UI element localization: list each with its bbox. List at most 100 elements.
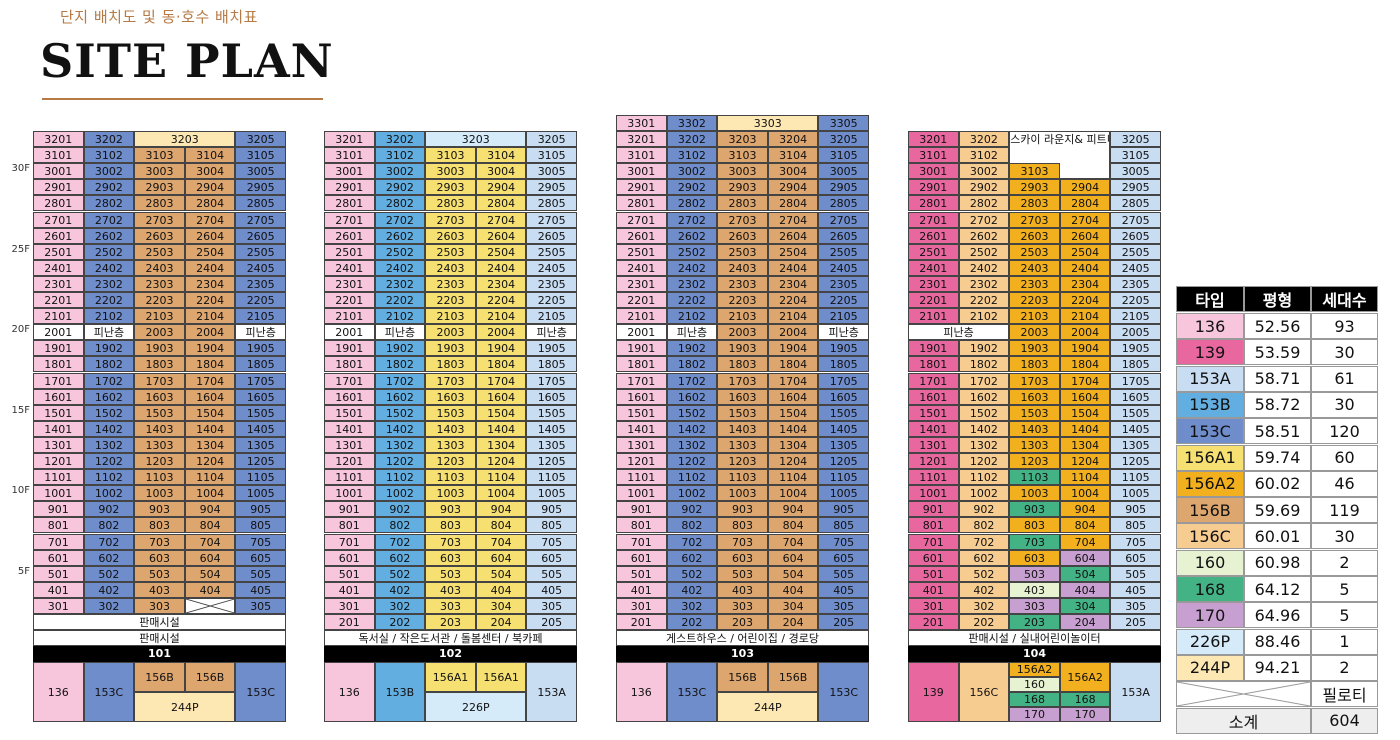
legend-row: 156A2 60.02 46 — [1176, 470, 1378, 497]
unit-cell: 1201 — [324, 453, 375, 469]
unit-cell: 2901 — [33, 179, 84, 196]
unit-cell: 3205 — [818, 131, 869, 147]
unit-cell: 2603 — [1009, 227, 1060, 244]
unit-cell: 402 — [83, 581, 135, 598]
unit-cell: 803 — [425, 517, 476, 534]
unit-cell: 2802 — [958, 195, 1010, 212]
unit-cell: 405 — [235, 581, 286, 598]
unit-cell: 405 — [1110, 581, 1161, 598]
unit-cell: 1901 — [616, 340, 667, 357]
unit-cell: 404 — [184, 581, 236, 598]
legend-total-row: 소계 604 — [1176, 707, 1378, 734]
legend-row: 156C 60.01 30 — [1176, 523, 1378, 550]
unit-cell: 802 — [666, 517, 718, 534]
legend-cell: 5 — [1311, 576, 1378, 602]
unit-cell: 2404 — [767, 259, 819, 276]
unit-cell: 1503 — [1009, 404, 1060, 421]
plan-unit: 136 — [33, 662, 84, 722]
unit-cell: 2103 — [717, 308, 768, 325]
unit-cell: 1605 — [235, 388, 286, 405]
unit-cell: 305 — [526, 597, 577, 614]
legend-row: 139 53.59 30 — [1176, 339, 1378, 366]
unit-cell: 2504 — [184, 243, 236, 260]
unit-cell: 1204 — [1059, 453, 1111, 469]
unit-cell: 2005 — [1110, 324, 1161, 341]
unit-cell: 602 — [374, 549, 426, 566]
unit-cell: 505 — [235, 565, 286, 582]
unit-cell: 301 — [33, 597, 84, 614]
facility-band: 판매시설 — [33, 614, 286, 630]
empty-unit — [184, 597, 236, 614]
unit-cell: 304 — [475, 597, 527, 614]
unit-cell: 2602 — [666, 227, 718, 244]
plan-unit: 153C — [235, 662, 286, 722]
unit-cell: 2803 — [717, 195, 768, 212]
unit-cell: 1201 — [616, 453, 667, 469]
unit-cell: 2804 — [1059, 195, 1111, 212]
unit-cell: 1203 — [717, 453, 768, 469]
unit-cell: 702 — [958, 533, 1010, 550]
unit-cell: 2303 — [425, 275, 476, 292]
unit-cell: 2903 — [1009, 179, 1060, 196]
unit-cell: 2503 — [425, 243, 476, 260]
unit-cell: 302 — [958, 597, 1010, 614]
legend-cell: 60.02 — [1244, 470, 1311, 497]
legend-cell: 119 — [1311, 497, 1378, 524]
legend-cell: 2 — [1311, 549, 1378, 576]
unit-cell: 2101 — [324, 308, 375, 325]
unit-cell: 2703 — [425, 211, 476, 228]
unit-cell: 3101 — [908, 147, 959, 164]
unit-cell: 1703 — [425, 372, 476, 389]
unit-cell: 2602 — [83, 227, 135, 244]
unit-cell: 2601 — [324, 227, 375, 244]
unit-cell: 605 — [526, 549, 577, 566]
unit-cell: 501 — [616, 565, 667, 582]
unit-cell: 2105 — [235, 308, 286, 325]
unit-cell: 1502 — [666, 404, 718, 421]
unit-cell: 2902 — [666, 179, 718, 196]
unit-cell: 2701 — [33, 211, 84, 228]
unit-cell: 1501 — [33, 404, 84, 421]
unit-cell: 3105 — [1110, 147, 1161, 164]
page-title: SITE PLAN — [40, 34, 334, 88]
unit-cell: 2401 — [324, 259, 375, 276]
unit-cell: 1904 — [1059, 340, 1111, 357]
unit-cell: 3102 — [666, 147, 718, 164]
unit-cell: 2605 — [235, 227, 286, 244]
unit-cell: 2305 — [526, 275, 577, 292]
unit-cell: 2403 — [134, 259, 185, 276]
unit-cell: 1503 — [425, 404, 476, 421]
unit-cell: 1005 — [235, 485, 286, 502]
unit-cell: 2903 — [425, 179, 476, 196]
unit-cell: 305 — [818, 597, 869, 614]
unit-cell: 2502 — [666, 243, 718, 260]
facility-band: 독서실 / 작은도서관 / 돌봄센터 / 북카페 — [324, 630, 577, 647]
refuge-floor-label: 피난층 — [666, 324, 718, 341]
unit-cell: 2104 — [1059, 308, 1111, 325]
unit-cell: 805 — [526, 517, 577, 534]
unit-cell: 3103 — [1009, 163, 1060, 180]
unit-cell: 2901 — [324, 179, 375, 196]
unit-cell: 2505 — [818, 243, 869, 260]
legend-cell: 60 — [1311, 444, 1378, 471]
building-number: 102 — [324, 646, 577, 663]
unit-cell: 2105 — [818, 308, 869, 325]
unit-cell: 2003 — [1009, 324, 1060, 341]
unit-cell: 1404 — [475, 420, 527, 437]
unit-cell: 1005 — [1110, 485, 1161, 502]
legend-cell: 93 — [1311, 313, 1378, 339]
unit-cell: 801 — [324, 517, 375, 534]
unit-cell: 3102 — [374, 147, 426, 164]
unit-cell: 703 — [134, 533, 185, 550]
unit-cell: 1405 — [1110, 420, 1161, 437]
unit-cell: 2805 — [818, 195, 869, 212]
unit-cell: 3103 — [717, 147, 768, 164]
unit-cell: 2403 — [717, 259, 768, 276]
unit-cell: 401 — [908, 581, 959, 598]
unit-cell: 1801 — [33, 356, 84, 373]
unit-cell: 204 — [475, 614, 527, 630]
unit-cell: 2601 — [908, 227, 959, 244]
unit-cell: 2905 — [818, 179, 869, 196]
unit-cell: 2001 — [33, 324, 84, 341]
unit-cell: 1402 — [666, 420, 718, 437]
